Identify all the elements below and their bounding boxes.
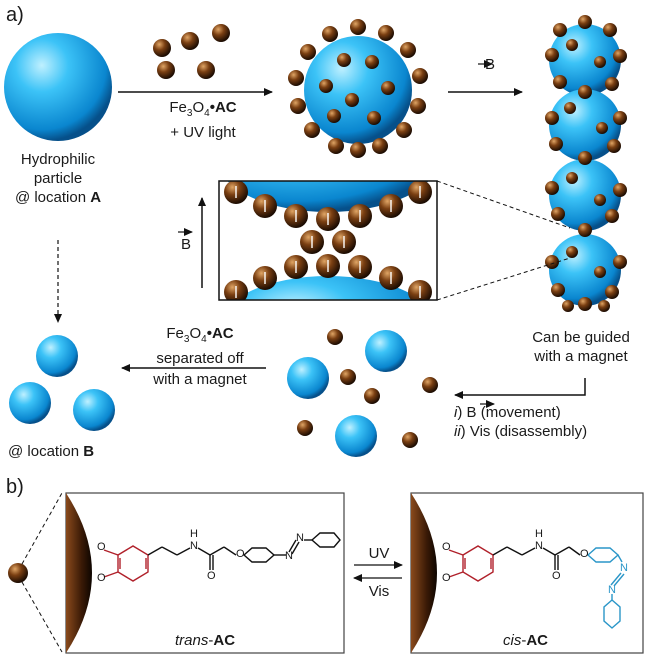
atom-o3: O (207, 570, 216, 582)
guided-label: Can be guided with a magnet (516, 328, 646, 366)
cis-ac-label: cis-AC (503, 632, 549, 649)
location-b-label: @ location B (8, 443, 95, 460)
steps-label: i) B (movement) ii) Vis (disassembly) (454, 403, 587, 441)
atom-o6: O (442, 572, 451, 584)
b-field-label-top: B (484, 56, 495, 73)
step-2: ii) Vis (disassembly) (454, 423, 588, 440)
location-a-line: @ location A (14, 189, 102, 206)
atom-n: N (190, 540, 198, 552)
guided-line2: with a magnet (534, 348, 628, 365)
single-nanoparticle (8, 563, 28, 583)
atom-o5: O (442, 541, 451, 553)
separated-line3: with a magnet (153, 371, 247, 388)
atom-o4: O (236, 548, 245, 560)
atom-n4: N (535, 540, 543, 552)
atom-o8: O (580, 548, 589, 560)
separated-formula: Fe3O4•AC (166, 325, 234, 345)
hydrophilic-line2: particle (33, 170, 83, 187)
vis-label: Vis (368, 583, 390, 600)
hydrophilic-label: Hydrophilic particle @ location A (8, 150, 108, 207)
uv-label: UV (368, 545, 390, 562)
cis-molecule (448, 545, 625, 629)
hydrophilic-particle (4, 33, 112, 141)
b-field-label-inset: B (180, 236, 191, 253)
disassembled-mixture (287, 329, 438, 457)
trans-molecule (103, 532, 341, 582)
panel-a-label: a) (6, 4, 24, 26)
reagent-label: Fe3O4•AC + UV light (148, 98, 258, 142)
reagent-uv: + UV light (170, 124, 236, 141)
decorated-particle (288, 19, 428, 158)
panel-b-label: b) (6, 476, 24, 498)
atom-o1: O (97, 541, 106, 553)
separated-label: Fe3O4•AC separated off with a magnet (140, 324, 260, 389)
atom-h2: H (535, 528, 543, 540)
reagent-formula: Fe3O4•AC (169, 99, 237, 119)
arrow-disassembly (454, 378, 586, 399)
atom-o2: O (97, 572, 106, 584)
trans-box (65, 492, 345, 654)
free-nanoparticles (153, 24, 230, 79)
atom-n5: N (620, 562, 628, 574)
atom-n3: N (296, 532, 304, 544)
zoom-inset (218, 180, 438, 301)
guided-line1: Can be guided (532, 329, 630, 346)
atom-n2: N (285, 550, 293, 562)
atom-h: H (190, 528, 198, 540)
atom-o7: O (552, 570, 561, 582)
trans-ac-label: trans-AC (175, 632, 236, 649)
particle-chain (545, 15, 627, 312)
hydrophilic-line1: Hydrophilic (20, 151, 96, 168)
separated-particles (9, 335, 115, 431)
separated-line2: separated off (156, 350, 244, 367)
cis-box (410, 492, 644, 654)
atom-n6: N (608, 584, 616, 596)
step-1: i) B (movement) (454, 404, 561, 421)
